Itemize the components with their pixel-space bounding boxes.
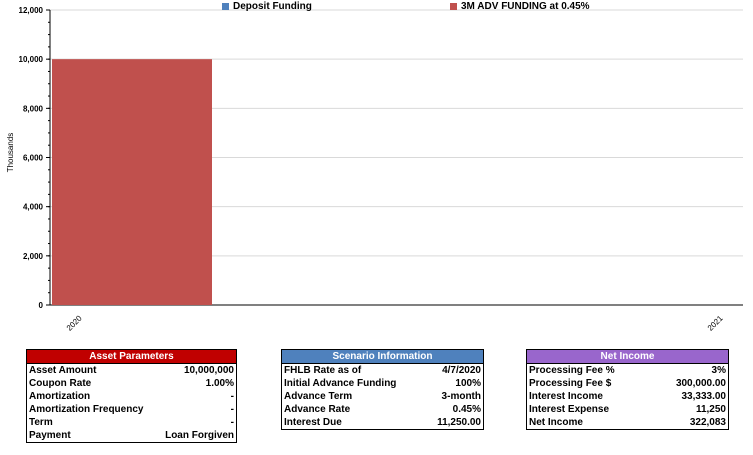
- y-tick-label: 2,000: [23, 252, 44, 261]
- scenario-information-panel: Scenario Information FHLB Rate as of 4/7/…: [281, 349, 484, 430]
- asset-row: Term -: [27, 416, 236, 429]
- asset-row-value: -: [230, 417, 234, 428]
- y-tick-label: 12,000: [19, 6, 44, 15]
- asset-row: Amortization -: [27, 390, 236, 403]
- y-tick-label: 8,000: [23, 104, 44, 113]
- legend-label-deposit: Deposit Funding: [233, 1, 312, 12]
- legend-swatch-deposit: [222, 3, 229, 10]
- scenario-information-header: Scenario Information: [282, 350, 483, 364]
- scenario-row-value: 3-month: [441, 391, 481, 402]
- income-row: Interest Expense 11,250: [527, 403, 728, 416]
- asset-row: Payment Loan Forgiven: [27, 429, 236, 442]
- income-row-value: 33,333.00: [681, 391, 727, 402]
- income-row: Processing Fee % 3%: [527, 364, 728, 377]
- asset-row-value: Loan Forgiven: [165, 430, 234, 441]
- scenario-row-label: Interest Due: [284, 417, 342, 428]
- asset-row-value: -: [230, 391, 234, 402]
- asset-row-label: Amortization: [29, 391, 91, 402]
- scenario-row-label: FHLB Rate as of: [284, 365, 362, 376]
- y-tick-label: 0: [39, 301, 44, 310]
- scenario-row: Initial Advance Funding 100%: [282, 377, 483, 390]
- y-tick-label: 10,000: [19, 55, 44, 64]
- income-row: Processing Fee $ 300,000.00: [527, 377, 728, 390]
- y-axis-label: Thousands: [6, 133, 15, 173]
- asset-row: Asset Amount 10,000,000: [27, 364, 236, 377]
- scenario-row-value: 100%: [455, 378, 481, 389]
- scenario-row-value: 0.45%: [452, 404, 481, 415]
- asset-row: Amortization Frequency -: [27, 403, 236, 416]
- bar-1-0: [52, 59, 212, 305]
- net-income-header: Net Income: [527, 350, 728, 364]
- asset-parameters-header: Asset Parameters: [27, 350, 236, 364]
- income-row-value: 11,250: [695, 404, 726, 415]
- income-row-label: Interest Income: [529, 391, 603, 402]
- asset-row-value: -: [230, 404, 234, 415]
- income-row-value: 322,083: [689, 417, 726, 428]
- income-row: Net Income 322,083: [527, 416, 728, 429]
- asset-row-value: 10,000,000: [183, 365, 234, 376]
- asset-row-label: Asset Amount: [29, 365, 97, 376]
- asset-row-value: 1.00%: [205, 378, 234, 389]
- income-row-value: 300,000.00: [675, 378, 726, 389]
- scenario-row-label: Initial Advance Funding: [284, 378, 397, 389]
- scenario-row-label: Advance Term: [284, 391, 353, 402]
- scenario-row: Advance Rate 0.45%: [282, 403, 483, 416]
- legend-swatch-adv: [450, 3, 457, 10]
- income-row-label: Net Income: [529, 417, 583, 428]
- asset-row-label: Term: [29, 417, 53, 428]
- scenario-row-label: Advance Rate: [284, 404, 351, 415]
- income-row-value: 3%: [711, 365, 726, 376]
- x-tick-label: 2021: [706, 313, 725, 332]
- y-tick-label: 4,000: [23, 203, 44, 212]
- asset-row-label: Payment: [29, 430, 71, 441]
- scenario-row: Advance Term 3-month: [282, 390, 483, 403]
- scenario-row-value: 4/7/2020: [442, 365, 481, 376]
- scenario-row-value: 11,250.00: [437, 417, 481, 428]
- funding-chart: 0 2,000 4,000 6,000 8,000 10,000 12,000 Thousan…: [6, 6, 743, 333]
- income-row-label: Processing Fee %: [529, 365, 615, 376]
- asset-row: Coupon Rate 1.00%: [27, 377, 236, 390]
- asset-row-label: Coupon Rate: [29, 378, 92, 389]
- asset-row-label: Amortization Frequency: [29, 404, 144, 415]
- net-income-panel: Net Income Processing Fee % 3% Processing …: [526, 349, 729, 430]
- income-row: Interest Income 33,333.00: [527, 390, 728, 403]
- legend-item-deposit-funding: Deposit Funding: [222, 1, 312, 12]
- x-tick-label: 2020: [65, 313, 84, 332]
- legend-item-adv-funding: 3M ADV FUNDING at 0.45%: [450, 1, 590, 12]
- scenario-row: Interest Due 11,250.00: [282, 416, 483, 429]
- income-row-label: Interest Expense: [529, 404, 610, 415]
- legend-label-adv: 3M ADV FUNDING at 0.45%: [461, 1, 590, 12]
- y-tick-label: 6,000: [23, 154, 44, 163]
- asset-parameters-panel: Asset Parameters Asset Amount 10,000,000 C…: [26, 349, 237, 443]
- income-row-label: Processing Fee $: [529, 378, 612, 389]
- scenario-row: FHLB Rate as of 4/7/2020: [282, 364, 483, 377]
